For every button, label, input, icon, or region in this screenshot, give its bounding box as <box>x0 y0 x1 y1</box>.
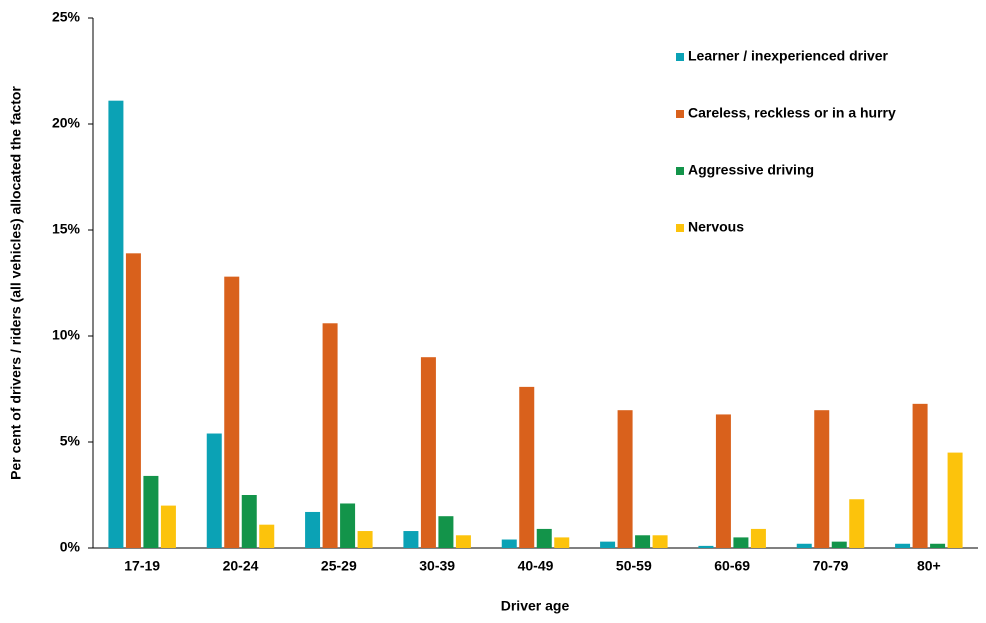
bar <box>403 531 419 548</box>
bar <box>125 253 141 548</box>
bar <box>501 539 517 548</box>
bar <box>912 403 928 548</box>
x-tick-label: 70-79 <box>813 558 849 574</box>
x-tick-label: 20-24 <box>223 558 259 574</box>
bar <box>438 516 454 548</box>
bar <box>600 541 616 548</box>
bar <box>322 323 338 548</box>
y-tick-label: 10% <box>52 327 81 343</box>
bar <box>930 543 946 548</box>
y-axis-label: Per cent of drivers / riders (all vehicl… <box>8 86 24 480</box>
bar <box>305 511 321 548</box>
bar <box>108 100 124 549</box>
bar <box>224 276 240 548</box>
bar <box>340 503 356 548</box>
bar <box>455 535 471 548</box>
bar <box>143 475 159 548</box>
y-tick-label: 25% <box>52 9 81 25</box>
bar <box>519 386 535 548</box>
bar <box>947 452 963 548</box>
bar <box>814 410 830 548</box>
y-tick-label: 0% <box>60 539 81 555</box>
x-tick-label: 25-29 <box>321 558 357 574</box>
legend-label: Nervous <box>688 219 744 235</box>
x-tick-label: 50-59 <box>616 558 652 574</box>
legend-label: Careless, reckless or in a hurry <box>688 105 896 121</box>
bar <box>420 357 436 548</box>
x-tick-label: 40-49 <box>518 558 554 574</box>
x-axis-label: Driver age <box>501 598 570 614</box>
bar <box>357 531 373 548</box>
bar <box>750 528 766 548</box>
legend-swatch <box>676 53 684 61</box>
bar <box>536 528 552 548</box>
bar <box>635 535 651 548</box>
bar <box>206 433 222 548</box>
y-tick-label: 5% <box>60 433 81 449</box>
bar <box>259 524 275 548</box>
bar <box>698 545 714 548</box>
x-tick-label: 17-19 <box>124 558 160 574</box>
bar <box>831 541 847 548</box>
bar <box>733 537 749 548</box>
legend-label: Aggressive driving <box>688 162 814 178</box>
y-tick-label: 20% <box>52 115 81 131</box>
legend-swatch <box>676 167 684 175</box>
legend-label: Learner / inexperienced driver <box>688 48 889 64</box>
y-tick-label: 15% <box>52 221 81 237</box>
bar <box>715 414 731 548</box>
legend-swatch <box>676 110 684 118</box>
bar <box>617 410 633 548</box>
x-tick-label: 60-69 <box>714 558 750 574</box>
bar <box>796 543 812 548</box>
x-tick-label: 30-39 <box>419 558 455 574</box>
bar <box>849 499 865 548</box>
legend-swatch <box>676 224 684 232</box>
bar <box>241 495 257 548</box>
bar <box>652 535 668 548</box>
x-tick-label: 80+ <box>917 558 941 574</box>
bar <box>895 543 911 548</box>
bar <box>160 505 176 548</box>
bar <box>554 537 570 548</box>
